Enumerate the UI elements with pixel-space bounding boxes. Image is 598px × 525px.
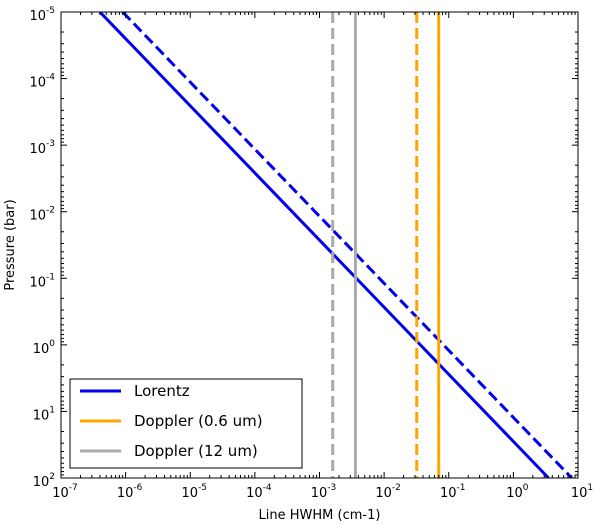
y-tick-label: 10-2 (29, 206, 55, 224)
y-tick-label: 101 (33, 405, 55, 423)
legend-box (69, 378, 303, 469)
series-lorentz-solid (98, 12, 550, 478)
x-tick-label: 10-5 (181, 483, 207, 501)
x-tick-label: 100 (506, 483, 529, 501)
series-layer (98, 12, 573, 478)
y-tick-label: 10-1 (29, 272, 55, 290)
series-lorentz-dashed (121, 12, 573, 478)
y-axis-label: Pressure (bar) (3, 199, 18, 290)
x-axis-label: Line HWHM (cm-1) (259, 508, 381, 523)
y-tick-label: 100 (33, 339, 56, 357)
x-tick-label: 10-4 (246, 483, 272, 501)
x-tick-label: 10-2 (375, 483, 401, 501)
legend-label-doppler-12um: Doppler (12 um) (134, 442, 258, 460)
legend-label-doppler-0-6um: Doppler (0.6 um) (134, 412, 263, 430)
x-tick-label: 10-1 (440, 483, 466, 501)
x-tick-label: 10-7 (52, 483, 78, 501)
x-tick-label: 10-3 (311, 483, 337, 501)
y-tick-label: 10-3 (29, 139, 55, 157)
y-tick-label: 10-5 (29, 6, 55, 24)
x-tick-label: 10-6 (117, 483, 143, 501)
legend-label-lorentz: Lorentz (134, 382, 190, 400)
y-tick-label: 10-4 (29, 73, 55, 91)
x-tick-label: 101 (571, 483, 593, 501)
y-tick-label: 102 (33, 472, 55, 490)
legend: Lorentz Doppler (0.6 um) Doppler (12 um) (69, 378, 303, 469)
plot-frame (60, 11, 579, 479)
